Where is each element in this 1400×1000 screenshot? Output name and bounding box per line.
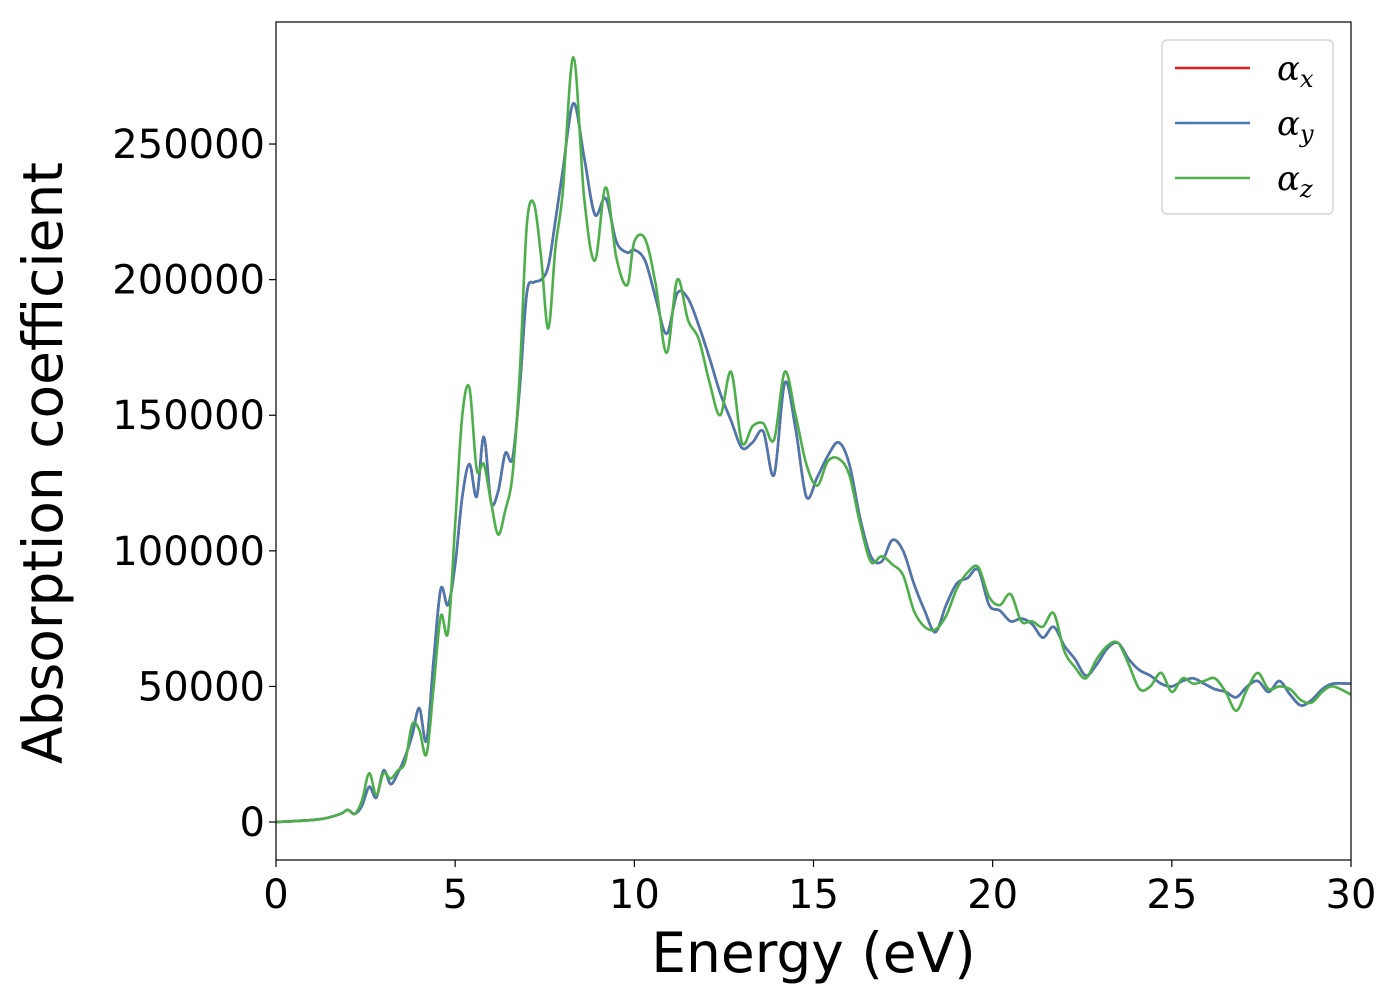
legend-label-z: αz <box>1277 159 1313 203</box>
y-axis-label: Absorption coefficient <box>11 162 75 764</box>
x-tick-label: 10 <box>609 872 660 918</box>
plot-lines <box>276 55 1351 824</box>
y-axis-ticks: 0 50000 100000 150000 200000 250000 <box>112 122 276 846</box>
y-tick-label: 250000 <box>112 122 265 168</box>
x-axis-ticks: 0 5 10 15 20 25 30 <box>263 860 1376 918</box>
x-tick-label: 20 <box>967 872 1018 918</box>
y-tick-label: 50000 <box>138 664 265 710</box>
x-axis-label: Energy (eV) <box>651 921 975 985</box>
legend-box <box>1161 39 1334 215</box>
y-tick-label: 100000 <box>112 529 265 575</box>
series-line-z <box>276 55 1351 824</box>
x-tick-label: 30 <box>1326 872 1377 918</box>
y-tick-label: 200000 <box>112 258 265 304</box>
legend: αx αy αz <box>1161 39 1334 215</box>
legend-label-y: αy <box>1277 104 1314 148</box>
y-tick-label: 150000 <box>112 393 265 439</box>
x-tick-label: 5 <box>442 872 467 918</box>
x-tick-label: 25 <box>1146 872 1197 918</box>
y-tick-label: 0 <box>240 800 265 846</box>
x-tick-label: 15 <box>788 872 839 918</box>
x-tick-label: 0 <box>263 872 288 918</box>
legend-label-x: αx <box>1277 49 1314 93</box>
